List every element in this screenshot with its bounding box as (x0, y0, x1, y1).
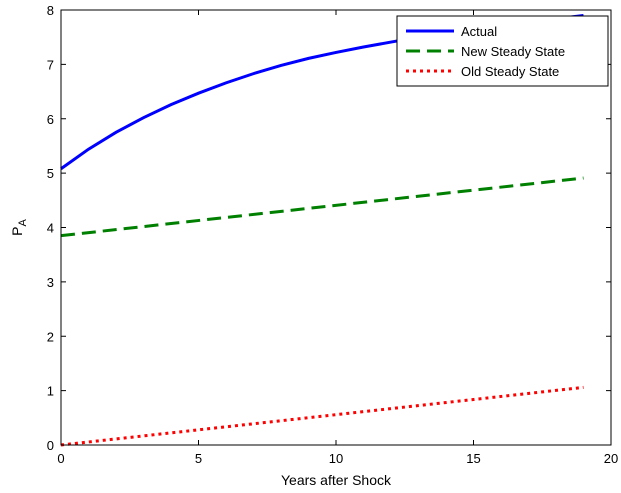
legend-label-3: Old Steady State (461, 64, 559, 79)
x-tick-label: 5 (195, 451, 202, 466)
legend-label-1: Actual (461, 24, 497, 39)
axis-ticks: 0 5 10 15 20 0 1 2 3 4 5 6 7 8 (47, 3, 618, 466)
y-tick-label: 8 (47, 3, 54, 18)
x-tick-label: 15 (466, 451, 480, 466)
y-axis-label-main: P (9, 227, 25, 236)
series-line-3 (60, 385, 584, 447)
legend-label-2: New Steady State (461, 44, 565, 59)
x-tick-label: 20 (604, 451, 618, 466)
y-tick-label: 5 (47, 166, 54, 181)
x-axis-label: Years after Shock (281, 472, 392, 488)
y-tick-label: 2 (47, 329, 54, 344)
y-tick-label: 6 (47, 112, 54, 127)
y-axis-label-subscript: A (17, 219, 29, 227)
y-axis-label: PA (9, 219, 29, 236)
y-tick-label: 3 (47, 275, 54, 290)
legend: Actual New Steady State Old Steady State (396, 15, 609, 87)
series-line-2 (60, 176, 584, 238)
x-tick-label: 10 (329, 451, 343, 466)
y-tick-label: 4 (47, 221, 54, 236)
y-tick-label: 1 (47, 384, 54, 399)
y-tick-label: 0 (47, 438, 54, 453)
x-tick-label: 0 (57, 451, 64, 466)
svg-text:PA: PA (9, 219, 29, 236)
y-tick-label: 7 (47, 57, 54, 72)
